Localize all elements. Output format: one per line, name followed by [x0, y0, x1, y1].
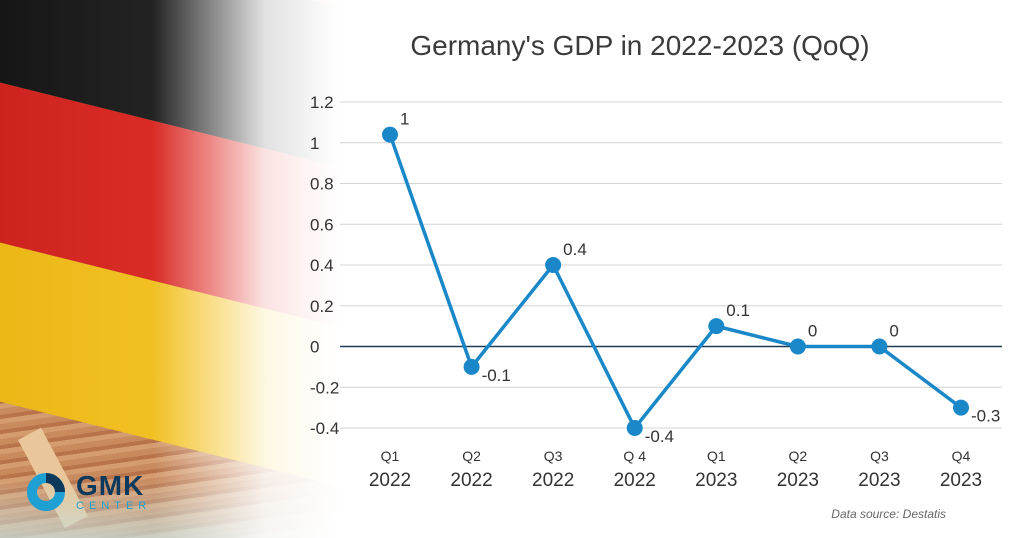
- data-point: [871, 338, 888, 355]
- data-point: [953, 399, 969, 416]
- data-point: [545, 257, 562, 273]
- x-tick-year: 2023: [940, 470, 982, 491]
- data-label: 0.1: [726, 301, 750, 320]
- chart-title: Germany's GDP in 2022-2023 (QoQ): [410, 30, 870, 61]
- series-line: [388, 134, 963, 430]
- y-tick-label: 0.8: [310, 175, 334, 194]
- data-label: 1: [400, 110, 409, 129]
- data-label: -0.4: [645, 427, 674, 446]
- x-tick-quarter: Q3: [870, 448, 889, 464]
- y-tick-label: -0.2: [310, 378, 339, 397]
- x-tick-quarter: Q3: [544, 448, 563, 464]
- x-tick-year: 2023: [695, 470, 737, 491]
- data-point: [708, 318, 725, 335]
- x-tick-quarter: Q1: [381, 448, 400, 464]
- data-label: 0.4: [563, 240, 587, 259]
- x-tick-year: 2022: [614, 470, 656, 491]
- x-tick-quarter: Q2: [462, 448, 481, 464]
- data-source: Data source: Destatis: [831, 507, 946, 521]
- x-tick-quarter: Q2: [789, 448, 808, 464]
- y-tick-label: 0.2: [310, 297, 334, 316]
- data-point: [382, 126, 398, 143]
- y-tick-label: 0.4: [310, 256, 334, 275]
- y-tick-label: -0.4: [310, 419, 339, 438]
- logo-ring-icon: [27, 473, 65, 511]
- x-tick-year: 2023: [858, 470, 900, 491]
- data-point: [626, 420, 643, 436]
- gmk-center-logo: GMK CENTER: [26, 472, 151, 512]
- x-tick-quarter: Q1: [707, 448, 726, 464]
- y-tick-label: 1: [310, 134, 319, 153]
- data-label: 0: [889, 322, 898, 341]
- data-label: -0.3: [971, 407, 1000, 426]
- y-tick-label: 0: [310, 338, 319, 357]
- data-point: [463, 358, 480, 375]
- data-label: -0.1: [482, 366, 511, 385]
- logo-sub: CENTER: [76, 500, 152, 512]
- x-tick-year: 2023: [777, 470, 819, 491]
- x-tick-year: 2022: [450, 470, 492, 491]
- y-tick-label: 0.6: [310, 215, 334, 234]
- germany-flag-photo: [0, 0, 340, 538]
- x-tick-quarter: Q 4: [623, 448, 646, 464]
- x-tick-year: 2022: [532, 470, 574, 491]
- logo-name: GMK: [76, 470, 145, 501]
- data-label: 0: [808, 322, 817, 341]
- y-tick-label: 1.2: [310, 93, 334, 112]
- data-point: [789, 338, 806, 355]
- x-tick-year: 2022: [369, 470, 411, 491]
- x-tick-quarter: Q4: [952, 448, 971, 464]
